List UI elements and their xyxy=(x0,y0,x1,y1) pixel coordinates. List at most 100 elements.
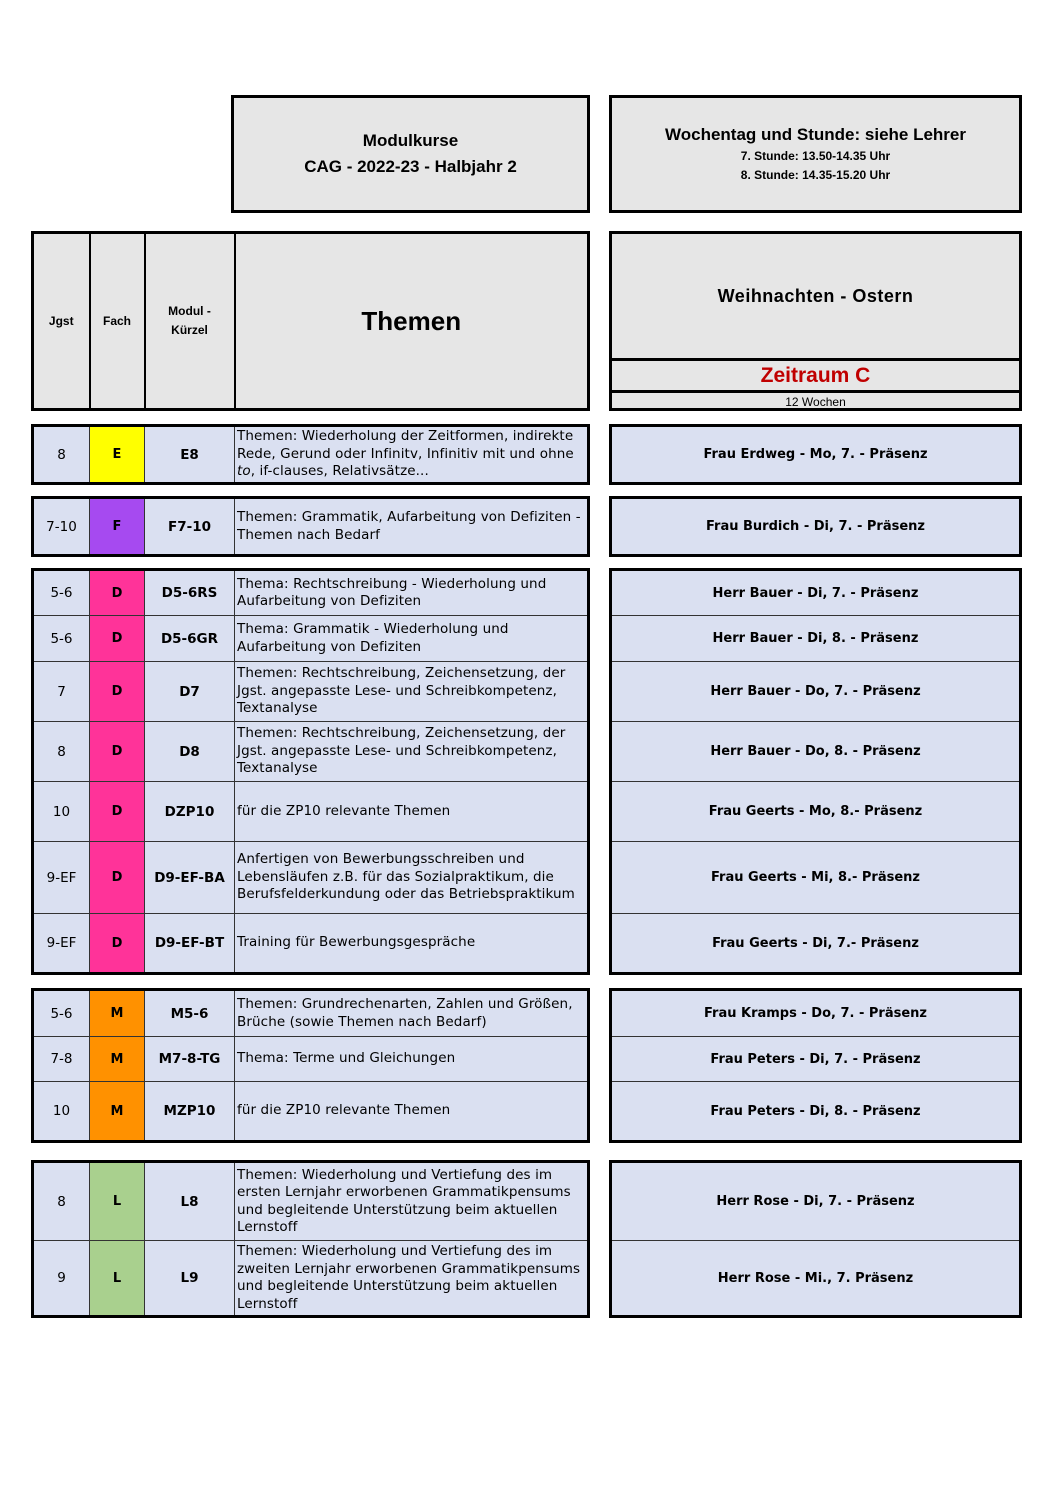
teacher-cell: Frau Burdich - Di, 7. - Präsenz xyxy=(610,497,1021,556)
course-table: 8 L L8 Themen: Wiederholung und Vertiefung … xyxy=(31,1160,590,1318)
course-row: 8 L L8 Themen: Wiederholung und Vertiefung … xyxy=(32,1161,589,1241)
teacher-table: Herr Rose - Di, 7. - Präsenz Herr Rose - … xyxy=(609,1160,1022,1318)
jgst-cell: 8 xyxy=(32,1161,90,1241)
teacher-row: Herr Rose - Mi., 7. Präsenz xyxy=(610,1240,1021,1317)
jgst-cell: 7-8 xyxy=(32,1036,90,1082)
teacher-cell: Herr Bauer - Do, 8. - Präsenz xyxy=(610,721,1021,782)
course-row: 9 L L9 Themen: Wiederholung und Vertiefung … xyxy=(32,1240,589,1317)
teacher-table: Frau Erdweg - Mo, 7. - Präsenz xyxy=(609,424,1022,485)
course-row: 8 D D8 Themen: Rechtschreibung, Zeichensetz… xyxy=(32,721,589,782)
teacher-row: Herr Bauer - Di, 8. - Präsenz xyxy=(610,615,1021,662)
course-row: 10 D DZP10 für die ZP10 relevante Themen xyxy=(32,781,589,842)
themen-cell: Themen: Wiederholung und Vertiefung des … xyxy=(234,1161,589,1241)
themen-cell: Themen: Wiederholung und Vertiefung des … xyxy=(234,1240,589,1317)
header-fach: Fach xyxy=(89,232,146,410)
time-box: Wochentag und Stunde: siehe Lehrer 7. St… xyxy=(609,95,1022,213)
jgst-cell: 9-EF xyxy=(32,841,90,914)
jgst-cell: 7-10 xyxy=(32,497,90,556)
course-row: 5-6 D D5-6GR Thema: Grammatik - Wiederholun… xyxy=(32,615,589,662)
fach-cell: L xyxy=(89,1161,145,1241)
header-modul: Modul - Kürzel xyxy=(144,232,236,410)
fach-cell: L xyxy=(89,1240,145,1317)
course-row: 9-EF D D9-EF-BT Training für Bewerbungsgesp… xyxy=(32,913,589,974)
fach-cell: D xyxy=(89,841,145,914)
teacher-table: Frau Burdich - Di, 7. - Präsenz xyxy=(609,496,1022,557)
themen-cell: Themen: Grammatik, Aufarbeitung von Defi… xyxy=(234,497,589,556)
themen-cell: für die ZP10 relevante Themen xyxy=(234,781,589,842)
kuerzel-cell: D8 xyxy=(144,721,235,782)
header-themen: Themen xyxy=(234,232,589,410)
teacher-row: Frau Peters - Di, 7. - Präsenz xyxy=(610,1036,1021,1082)
teacher-row: Frau Geerts - Di, 7.- Präsenz xyxy=(610,913,1021,974)
course-row: 7 D D7 Themen: Rechtschreibung, Zeichensetz… xyxy=(32,661,589,722)
teacher-table: Herr Bauer - Di, 7. - Präsenz Herr Bauer … xyxy=(609,568,1022,975)
course-row: 9-EF D D9-EF-BA Anfertigen von Bewerbungssc… xyxy=(32,841,589,914)
themen-cell: Thema: Terme und Gleichungen xyxy=(234,1036,589,1082)
jgst-cell: 9-EF xyxy=(32,913,90,974)
fach-cell: E xyxy=(89,425,145,484)
fach-cell: D xyxy=(89,721,145,782)
kuerzel-cell: M7-8-TG xyxy=(144,1036,235,1082)
period-header: Weihnachten - Ostern Zeitraum C 12 Woche… xyxy=(609,231,1022,411)
jgst-cell: 5-6 xyxy=(32,615,90,662)
teacher-table: Frau Kramps - Do, 7. - Präsenz Frau Peter… xyxy=(609,988,1022,1143)
teacher-row: Frau Geerts - Mi, 8.- Präsenz xyxy=(610,841,1021,914)
fach-cell: D xyxy=(89,913,145,974)
themen-cell: Themen: Rechtschreibung, Zeichensetzung,… xyxy=(234,721,589,782)
teacher-row: Frau Erdweg - Mo, 7. - Präsenz xyxy=(610,425,1021,484)
column-header-table: Jgst Fach Modul - Kürzel Themen xyxy=(31,231,590,411)
kuerzel-cell: F7-10 xyxy=(144,497,235,556)
teacher-row: Herr Bauer - Do, 8. - Präsenz xyxy=(610,721,1021,782)
fach-cell: M xyxy=(89,1036,145,1082)
kuerzel-cell: E8 xyxy=(144,425,235,484)
course-table: 5-6 D D5-6RS Thema: Rechtschreibung - Wiede… xyxy=(31,568,590,975)
teacher-cell: Herr Bauer - Di, 7. - Präsenz xyxy=(610,569,1021,616)
course-row: 7-8 M M7-8-TG Thema: Terme und Gleichungen xyxy=(32,1036,589,1082)
course-table: 8 E E8 Themen: Wiederholung der Zeitformen,… xyxy=(31,424,590,485)
teacher-cell: Frau Geerts - Mi, 8.- Präsenz xyxy=(610,841,1021,914)
jgst-cell: 8 xyxy=(32,721,90,782)
themen-cell: Anfertigen von Bewerbungsschreiben und L… xyxy=(234,841,589,914)
jgst-cell: 10 xyxy=(32,781,90,842)
teacher-cell: Frau Peters - Di, 8. - Präsenz xyxy=(610,1081,1021,1142)
course-table: 5-6 M M5-6 Themen: Grundrechenarten, Zahlen… xyxy=(31,988,590,1143)
teacher-cell: Frau Geerts - Mo, 8.- Präsenz xyxy=(610,781,1021,842)
teacher-row: Frau Kramps - Do, 7. - Präsenz xyxy=(610,989,1021,1037)
fach-cell: F xyxy=(89,497,145,556)
themen-cell: Training für Bewerbungsgespräche xyxy=(234,913,589,974)
themen-cell: Themen: Grundrechenarten, Zahlen und Grö… xyxy=(234,989,589,1037)
jgst-cell: 5-6 xyxy=(32,989,90,1037)
kuerzel-cell: M5-6 xyxy=(144,989,235,1037)
zeitraum-label: Zeitraum C xyxy=(612,361,1019,393)
themen-cell: für die ZP10 relevante Themen xyxy=(234,1081,589,1142)
title-line1: Modulkurse xyxy=(362,131,459,150)
kuerzel-cell: DZP10 xyxy=(144,781,235,842)
kuerzel-cell: D9-EF-BA xyxy=(144,841,235,914)
fach-cell: D xyxy=(89,781,145,842)
teacher-row: Frau Burdich - Di, 7. - Präsenz xyxy=(610,497,1021,556)
course-row: 5-6 M M5-6 Themen: Grundrechenarten, Zahlen… xyxy=(32,989,589,1037)
course-row: 5-6 D D5-6RS Thema: Rechtschreibung - Wiede… xyxy=(32,569,589,616)
teacher-row: Frau Peters - Di, 8. - Präsenz xyxy=(610,1081,1021,1142)
time-title: Wochentag und Stunde: siehe Lehrer xyxy=(665,125,966,144)
teacher-row: Herr Rose - Di, 7. - Präsenz xyxy=(610,1161,1021,1241)
jgst-cell: 10 xyxy=(32,1081,90,1142)
teacher-cell: Frau Erdweg - Mo, 7. - Präsenz xyxy=(610,425,1021,484)
themen-cell: Themen: Wiederholung der Zeitformen, ind… xyxy=(234,425,589,484)
teacher-cell: Herr Rose - Di, 7. - Präsenz xyxy=(610,1161,1021,1241)
duration-label: 12 Wochen xyxy=(785,395,846,409)
kuerzel-cell: D9-EF-BT xyxy=(144,913,235,974)
themen-text: to xyxy=(237,463,251,480)
themen-cell: Thema: Grammatik - Wiederholung und Aufa… xyxy=(234,615,589,662)
jgst-cell: 5-6 xyxy=(32,569,90,616)
teacher-row: Herr Bauer - Do, 7. - Präsenz xyxy=(610,661,1021,722)
themen-text: Themen: Wiederholung der Zeitformen, ind… xyxy=(237,428,574,462)
jgst-cell: 9 xyxy=(32,1240,90,1317)
themen-cell: Thema: Rechtschreibung - Wiederholung un… xyxy=(234,569,589,616)
kuerzel-cell: MZP10 xyxy=(144,1081,235,1142)
kuerzel-cell: D5-6RS xyxy=(144,569,235,616)
jgst-cell: 7 xyxy=(32,661,90,722)
themen-cell: Themen: Rechtschreibung, Zeichensetzung,… xyxy=(234,661,589,722)
themen-text: , if-clauses, Relativsätze... xyxy=(250,463,429,480)
teacher-cell: Herr Bauer - Di, 8. - Präsenz xyxy=(610,615,1021,662)
